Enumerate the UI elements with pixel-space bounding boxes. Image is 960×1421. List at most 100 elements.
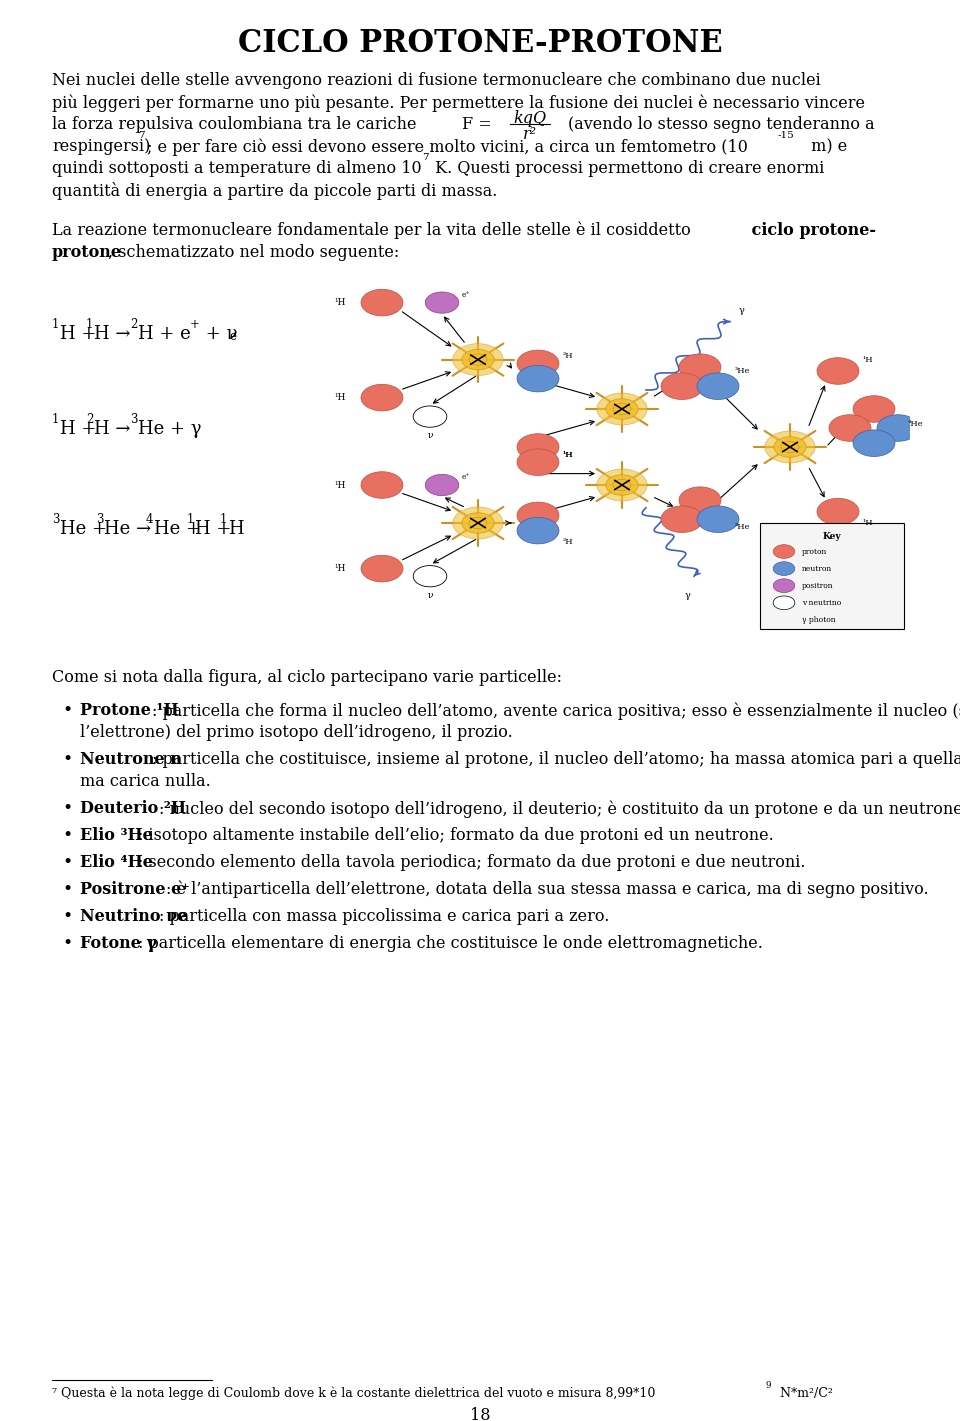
Circle shape (517, 502, 559, 529)
Text: K. Questi processi permettono di creare enormi: K. Questi processi permettono di creare … (430, 161, 825, 178)
Text: ⁴He: ⁴He (908, 421, 924, 428)
Text: Deuterio ²H: Deuterio ²H (80, 800, 186, 817)
Circle shape (469, 354, 487, 365)
Circle shape (613, 404, 631, 415)
Text: più leggeri per formarne uno più pesante. Per permettere la fusione dei nuclei è: più leggeri per formarne uno più pesante… (52, 94, 865, 111)
Text: F =: F = (462, 117, 492, 134)
Text: ¹H: ¹H (563, 450, 573, 459)
Text: γ: γ (739, 306, 745, 314)
Circle shape (773, 595, 795, 610)
Text: He +: He + (154, 520, 206, 537)
Circle shape (679, 354, 721, 381)
Text: 7: 7 (138, 131, 145, 141)
Text: e⁺: e⁺ (462, 473, 470, 482)
Circle shape (606, 399, 638, 419)
Circle shape (829, 415, 871, 442)
Circle shape (606, 475, 638, 496)
Text: H →: H → (94, 324, 136, 342)
Circle shape (853, 431, 895, 456)
Text: H + e: H + e (138, 324, 191, 342)
Text: ²H: ²H (563, 352, 573, 360)
Text: ⁷ Questa è la nota legge di Coulomb dove k è la costante dielettrica del vuoto e: ⁷ Questa è la nota legge di Coulomb dove… (52, 1387, 656, 1401)
Circle shape (773, 544, 795, 558)
Text: 18: 18 (469, 1407, 491, 1421)
Text: 4: 4 (146, 513, 154, 526)
Text: H +: H + (195, 520, 237, 537)
Text: 1: 1 (86, 318, 93, 331)
Circle shape (462, 350, 494, 369)
Text: La reazione termonucleare fondamentale per la vita delle stelle è il cosiddetto: La reazione termonucleare fondamentale p… (52, 222, 691, 239)
Text: 3: 3 (52, 513, 60, 526)
Circle shape (517, 449, 559, 476)
Text: ¹H: ¹H (335, 394, 346, 402)
Circle shape (361, 384, 403, 411)
Circle shape (877, 415, 919, 442)
Text: •: • (62, 935, 72, 952)
Text: Positrone e⁺: Positrone e⁺ (80, 881, 190, 898)
Text: quantità di energia a partire da piccole parti di massa.: quantità di energia a partire da piccole… (52, 182, 497, 200)
Circle shape (425, 475, 459, 496)
Circle shape (517, 365, 559, 392)
Text: H →: H → (94, 419, 136, 438)
Text: ν: ν (427, 431, 433, 441)
Text: la forza repulsiva coulombiana tra le cariche: la forza repulsiva coulombiana tra le ca… (52, 117, 417, 134)
Circle shape (361, 290, 403, 315)
Text: 2: 2 (130, 318, 137, 331)
Text: l’elettrone) del primo isotopo dell’idrogeno, il prozio.: l’elettrone) del primo isotopo dell’idro… (80, 725, 513, 740)
Circle shape (773, 561, 795, 576)
Text: m) e: m) e (806, 138, 848, 155)
Circle shape (679, 487, 721, 513)
Circle shape (853, 395, 895, 422)
Text: r²: r² (523, 126, 537, 144)
Text: •: • (62, 881, 72, 898)
Circle shape (697, 506, 739, 533)
Circle shape (765, 431, 815, 463)
Text: 1: 1 (52, 318, 60, 331)
Text: 3: 3 (96, 513, 104, 526)
Text: : è l’antiparticella dell’elettrone, dotata della sua stessa massa e carica, ma : : è l’antiparticella dell’elettrone, dot… (166, 881, 929, 898)
Text: Come si nota dalla figura, al ciclo partecipano varie particelle:: Come si nota dalla figura, al ciclo part… (52, 669, 562, 686)
Text: ³He: ³He (734, 367, 750, 375)
Text: ¹H: ¹H (335, 298, 346, 307)
Circle shape (462, 513, 494, 533)
Text: respingersi): respingersi) (52, 138, 151, 155)
Text: proton: proton (802, 547, 828, 556)
Text: : particella che costituisce, insieme al protone, il nucleo dell’atomo; ha massa: : particella che costituisce, insieme al… (152, 752, 960, 767)
Text: ν: ν (427, 591, 433, 600)
Text: e⁺: e⁺ (462, 291, 470, 298)
Text: He + γ: He + γ (138, 419, 202, 438)
Circle shape (661, 372, 703, 399)
Text: Neutrone n: Neutrone n (80, 752, 181, 767)
Text: kqQ: kqQ (514, 109, 546, 126)
Circle shape (469, 517, 487, 529)
Text: ¹H: ¹H (863, 355, 874, 364)
Text: ; e per fare ciò essi devono essere molto vicini, a circa un femtometro (10: ; e per fare ciò essi devono essere molt… (147, 138, 748, 155)
Text: 2: 2 (86, 412, 93, 426)
Text: He +: He + (60, 520, 112, 537)
Circle shape (517, 517, 559, 544)
Text: : isotopo altamente instabile dell’elio; formato da due protoni ed un neutrone.: : isotopo altamente instabile dell’elio;… (137, 827, 774, 844)
Text: : particella che forma il nucleo dell’atomo, avente carica positiva; esso è esse: : particella che forma il nucleo dell’at… (152, 702, 960, 719)
Text: e: e (229, 330, 236, 342)
Text: 1: 1 (220, 513, 228, 526)
Text: , schematizzato nel modo seguente:: , schematizzato nel modo seguente: (108, 243, 399, 260)
Circle shape (597, 469, 647, 502)
Text: Protone ¹H: Protone ¹H (80, 702, 179, 719)
Text: CICLO PROTONE-PROTONE: CICLO PROTONE-PROTONE (238, 28, 722, 60)
Text: H +: H + (60, 419, 102, 438)
Circle shape (517, 350, 559, 377)
Circle shape (453, 344, 503, 375)
Circle shape (817, 499, 859, 524)
Text: 1: 1 (52, 412, 60, 426)
Circle shape (613, 479, 631, 490)
Text: H +: H + (60, 324, 102, 342)
Circle shape (413, 566, 446, 587)
Text: ²H: ²H (563, 539, 573, 546)
Text: -15: -15 (778, 131, 795, 141)
Text: •: • (62, 800, 72, 817)
Text: ¹H: ¹H (335, 564, 346, 573)
Text: Elio ³He: Elio ³He (80, 827, 153, 844)
Circle shape (774, 436, 806, 458)
Text: •: • (62, 908, 72, 925)
Text: •: • (62, 702, 72, 719)
